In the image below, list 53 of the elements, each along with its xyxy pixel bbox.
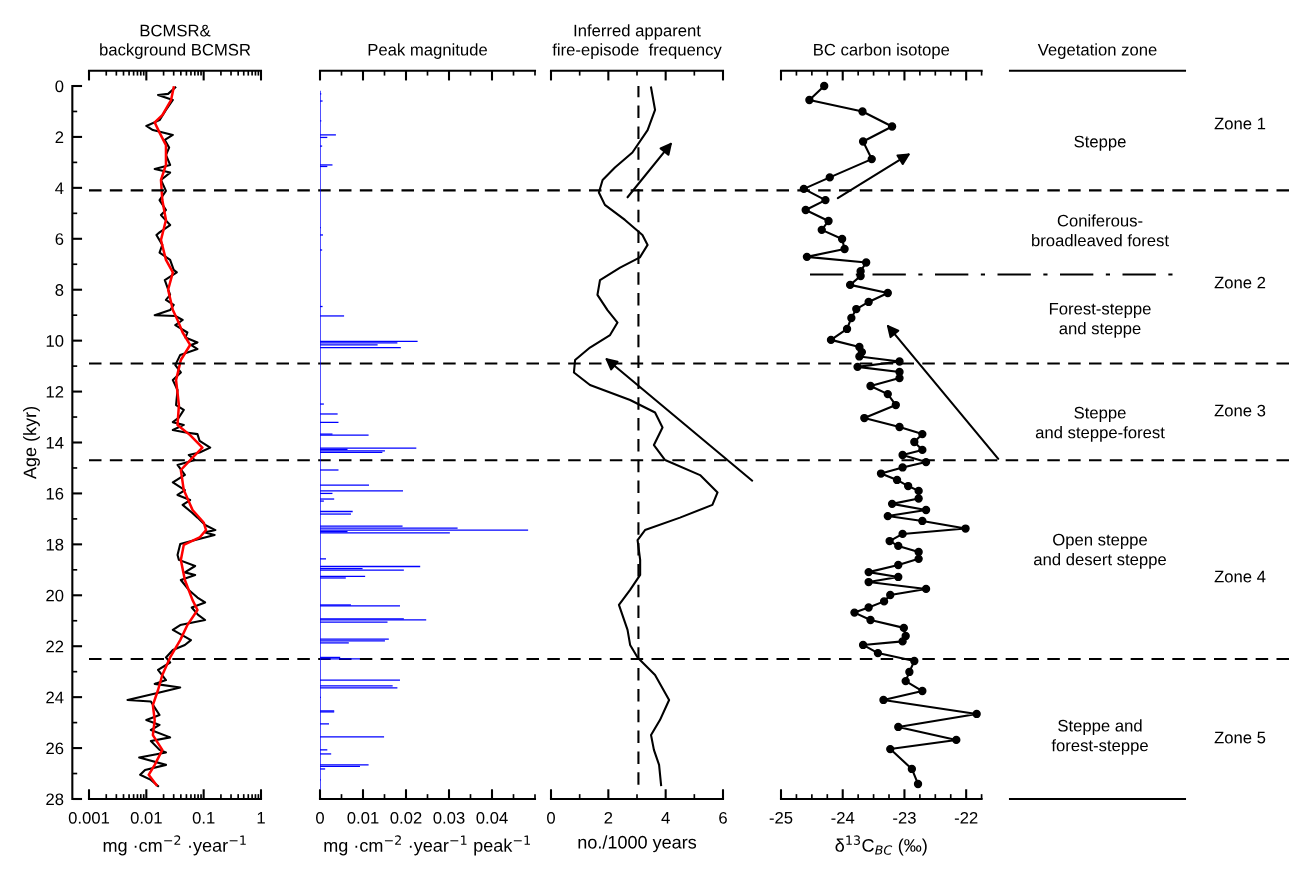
text: Steppe <box>1074 135 1126 151</box>
chart-title: BC carbon isotope <box>814 43 950 59</box>
text: Zone 5 <box>1214 731 1266 744</box>
x-axis-title: no./1000 years <box>578 835 697 853</box>
chart-title: Inferred apparent fire-episode frequency <box>552 24 722 59</box>
y-tick-label: 8 <box>55 284 64 296</box>
x-axis-title: mg ·cm$^{−2}$ ·year$^{−1}$ peak$^{−1}$ <box>324 835 530 856</box>
x-tick-label: 0.01 <box>347 811 379 824</box>
x-tick-label: 0.1 <box>192 811 215 824</box>
x-tick-label: 2 <box>604 811 613 824</box>
y-tick-label: 20 <box>46 589 64 602</box>
text: Steppe and steppe-forest <box>1035 406 1165 442</box>
text: Forest-steppe and steppe <box>1049 302 1151 338</box>
x-tick-label: 0.02 <box>390 811 422 824</box>
x-tick-label: -24 <box>831 811 855 824</box>
x-tick-label: 0.01 <box>130 811 162 824</box>
x-tick-label: 0 <box>547 811 555 824</box>
text: Open steppe and desert steppe <box>1034 533 1166 569</box>
y-axis-title: Age (kyr) <box>23 407 40 480</box>
x-tick-label: 1 <box>257 812 265 824</box>
y-tick-label: 10 <box>46 335 64 347</box>
x-tick-label: 4 <box>661 812 670 824</box>
x-tick-label: 0.03 <box>433 811 465 824</box>
y-tick-label: 6 <box>55 233 64 245</box>
x-tick-label: 6 <box>719 811 727 824</box>
y-tick-label: 4 <box>55 182 64 194</box>
text: Zone 2 <box>1214 276 1266 289</box>
text: Steppe and forest-steppe <box>1051 719 1148 755</box>
y-tick-label: 0 <box>55 80 64 93</box>
y-tick-label: 24 <box>46 691 64 704</box>
y-tick-label: 26 <box>46 742 64 755</box>
y-tick-label: 14 <box>46 437 64 449</box>
chart-title: Peak magnitude <box>368 43 487 59</box>
y-tick-label: 18 <box>46 538 64 551</box>
text: Zone 4 <box>1214 570 1266 583</box>
y-tick-label: 2 <box>55 131 64 143</box>
y-tick-label: 12 <box>46 385 64 398</box>
text: Coniferous- broadleaved forest <box>1032 214 1169 247</box>
x-tick-label: 0 <box>316 811 324 824</box>
y-tick-label: 16 <box>46 487 64 500</box>
x-tick-label: -22 <box>954 811 978 824</box>
x-tick-label: -23 <box>893 811 916 824</box>
x-tick-label: 0.04 <box>476 811 508 824</box>
text: Vegetation zone <box>1037 43 1157 59</box>
y-tick-label: 28 <box>46 793 64 806</box>
chart-title: BCMSR& background BCMSR <box>100 24 251 59</box>
text: Zone 1 <box>1214 117 1266 130</box>
x-tick-label: -25 <box>769 811 793 824</box>
x-axis-title: δ$^{13}$C$_{BC}$ (‰) <box>835 835 927 856</box>
x-tick-label: 0.001 <box>68 811 110 824</box>
x-axis-title: mg ·cm$^{−2}$ ·year$^{−1}$ <box>103 835 246 856</box>
y-tick-label: 22 <box>46 640 64 653</box>
text: Zone 3 <box>1214 404 1266 417</box>
